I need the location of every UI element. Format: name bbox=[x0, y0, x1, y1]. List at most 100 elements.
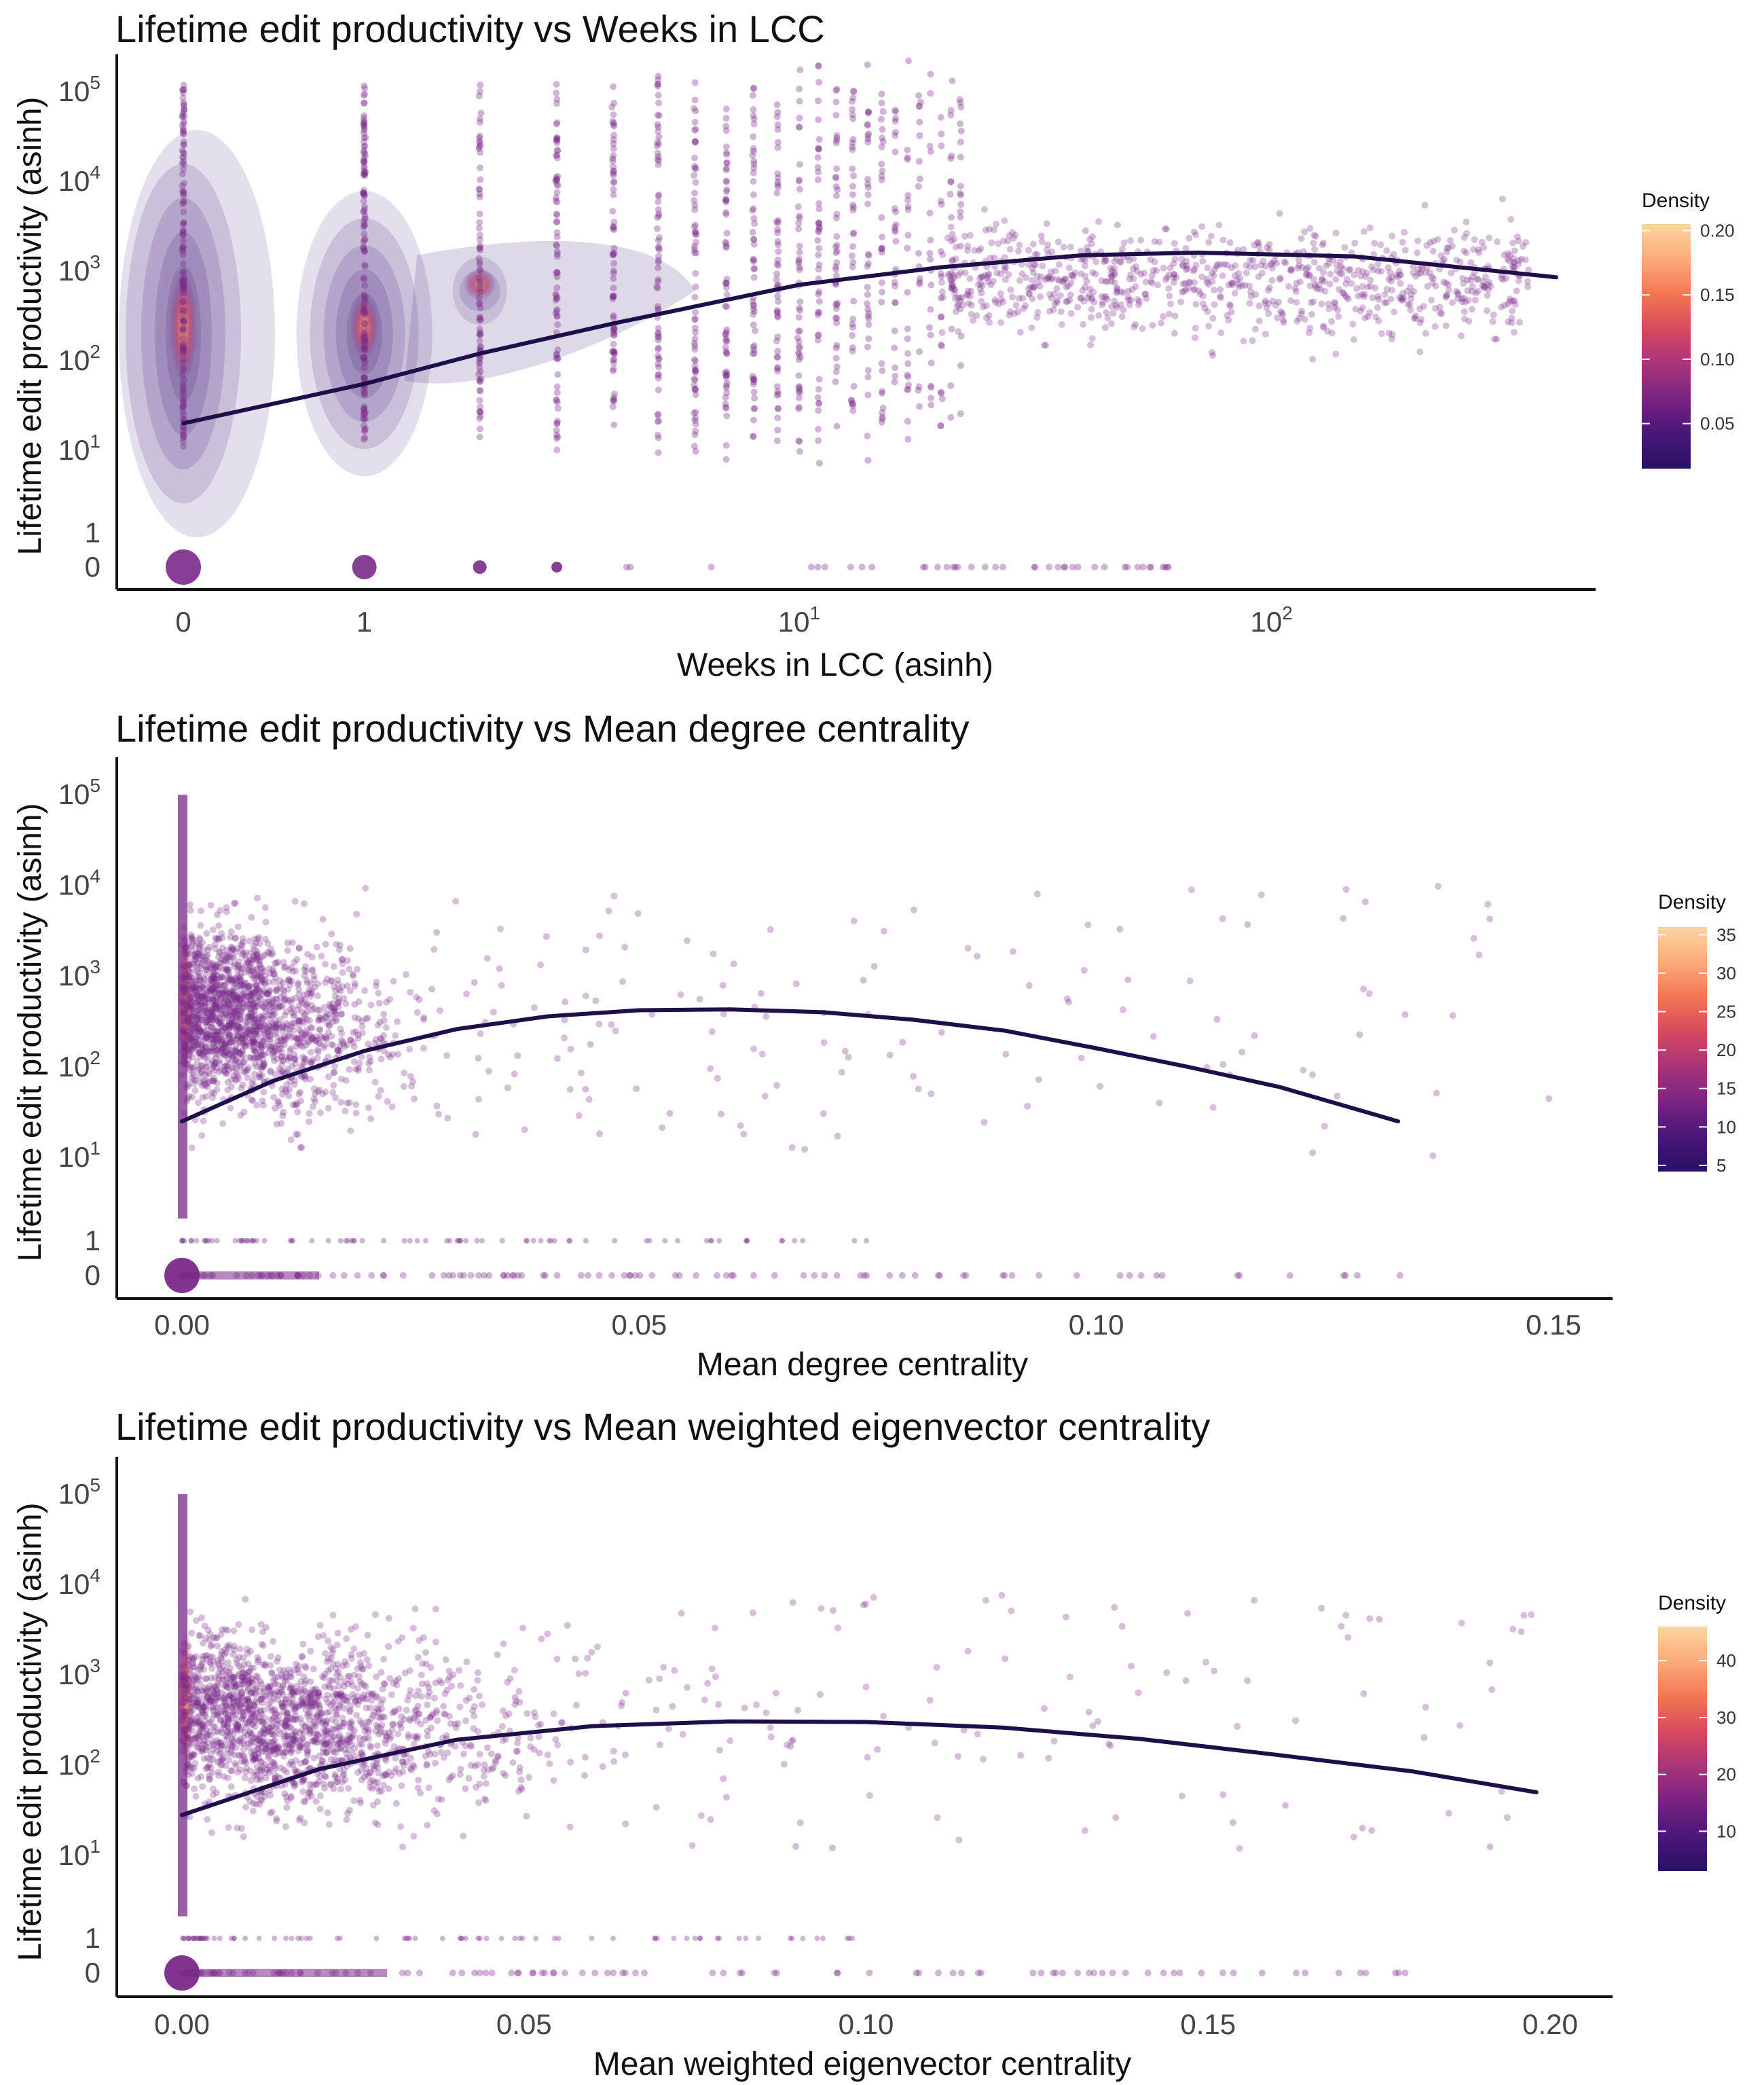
data-point bbox=[1084, 921, 1092, 928]
data-point bbox=[750, 236, 758, 243]
data-point bbox=[610, 111, 617, 118]
trend-line bbox=[181, 251, 1558, 426]
zero-point bbox=[354, 1272, 361, 1279]
data-point bbox=[1374, 267, 1382, 274]
data-point bbox=[180, 411, 187, 418]
data-point bbox=[878, 279, 885, 287]
one-point bbox=[864, 1237, 870, 1244]
data-point bbox=[722, 394, 729, 401]
data-point bbox=[375, 1093, 382, 1100]
data-point bbox=[1192, 300, 1200, 308]
data-point bbox=[219, 1120, 227, 1127]
data-point bbox=[258, 990, 265, 998]
data-point bbox=[403, 971, 410, 979]
data-point bbox=[879, 388, 886, 395]
data-point bbox=[947, 191, 954, 198]
data-point bbox=[210, 1077, 217, 1085]
data-point bbox=[179, 380, 187, 387]
data-point bbox=[849, 264, 856, 271]
data-point bbox=[1511, 247, 1518, 255]
data-point bbox=[361, 375, 369, 382]
data-point bbox=[282, 1008, 290, 1015]
data-point bbox=[253, 982, 260, 990]
data-point bbox=[850, 230, 858, 238]
data-point bbox=[654, 82, 661, 90]
data-point bbox=[360, 244, 367, 251]
data-point bbox=[815, 228, 822, 236]
data-point bbox=[671, 1667, 678, 1674]
data-point bbox=[209, 1030, 217, 1038]
data-point bbox=[1156, 1100, 1163, 1107]
data-point bbox=[184, 1031, 191, 1038]
data-point bbox=[1384, 264, 1392, 272]
data-point bbox=[850, 229, 858, 236]
zero-point bbox=[1035, 1272, 1043, 1279]
data-point bbox=[1370, 266, 1378, 274]
data-point bbox=[939, 251, 947, 259]
data-point bbox=[1124, 293, 1132, 301]
data-point bbox=[1276, 274, 1284, 282]
data-point bbox=[832, 378, 839, 386]
data-point bbox=[1080, 321, 1087, 328]
zero-point bbox=[919, 564, 927, 570]
data-point bbox=[477, 316, 484, 323]
data-point bbox=[191, 1035, 198, 1042]
data-point bbox=[181, 1650, 188, 1657]
data-point bbox=[1416, 348, 1424, 356]
data-point bbox=[1484, 901, 1492, 908]
data-point bbox=[1002, 1051, 1010, 1058]
data-point bbox=[608, 1021, 615, 1028]
panel-1-legend-title: Density bbox=[1642, 189, 1710, 212]
data-point bbox=[361, 122, 368, 129]
data-point bbox=[180, 318, 187, 325]
data-point bbox=[288, 977, 295, 985]
data-point bbox=[281, 997, 289, 1004]
data-point bbox=[360, 410, 367, 417]
data-point bbox=[722, 331, 730, 338]
data-point bbox=[849, 321, 856, 328]
data-point bbox=[263, 990, 271, 998]
data-point bbox=[1126, 275, 1133, 283]
data-point bbox=[260, 1013, 268, 1020]
data-point bbox=[915, 383, 923, 391]
data-point bbox=[692, 369, 699, 376]
data-point bbox=[253, 947, 261, 955]
data-point bbox=[722, 240, 730, 247]
y-tick-base: 10 bbox=[58, 778, 90, 810]
data-point bbox=[553, 273, 561, 280]
data-point bbox=[849, 259, 857, 266]
data-point bbox=[947, 178, 955, 185]
data-point bbox=[937, 341, 944, 348]
data-point bbox=[1235, 283, 1243, 291]
data-point bbox=[692, 414, 699, 422]
data-point bbox=[251, 1031, 258, 1038]
data-point bbox=[1231, 289, 1238, 297]
data-point bbox=[251, 1070, 258, 1078]
data-point bbox=[1364, 283, 1372, 291]
data-point bbox=[181, 120, 188, 128]
data-point bbox=[634, 910, 642, 918]
data-point bbox=[184, 949, 191, 956]
zero-point bbox=[821, 564, 828, 570]
data-point bbox=[361, 125, 368, 132]
data-point bbox=[987, 281, 995, 289]
data-point bbox=[1383, 285, 1391, 293]
data-point bbox=[360, 307, 367, 314]
data-point bbox=[655, 306, 662, 313]
data-point bbox=[367, 1115, 375, 1123]
data-point bbox=[957, 208, 964, 215]
data-point bbox=[250, 1054, 257, 1062]
data-point bbox=[847, 397, 855, 405]
data-point bbox=[185, 1081, 192, 1088]
data-point bbox=[1328, 318, 1336, 325]
data-point bbox=[347, 1127, 354, 1135]
data-point bbox=[179, 427, 187, 435]
data-point bbox=[864, 367, 872, 374]
data-point bbox=[655, 244, 662, 252]
zero-point bbox=[577, 1272, 585, 1279]
data-point bbox=[259, 1038, 266, 1045]
one-point bbox=[401, 1237, 407, 1244]
data-point bbox=[361, 123, 368, 130]
data-point bbox=[1125, 287, 1133, 295]
data-point bbox=[483, 955, 491, 962]
